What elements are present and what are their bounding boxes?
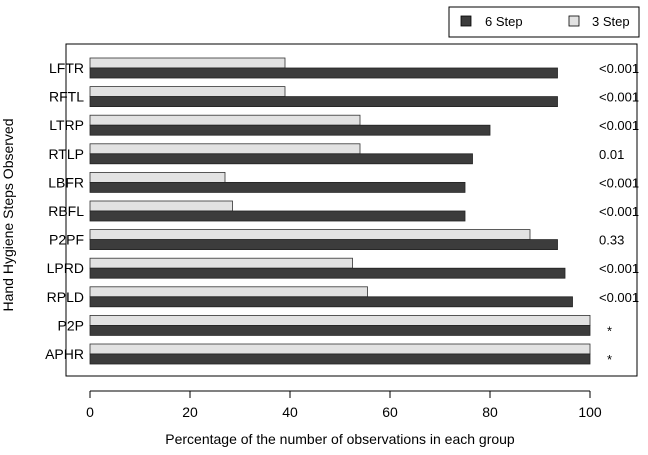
p-value-rbfl: <0.001 (599, 204, 639, 219)
category-labels: LFTR RFTL LTRP RTLP LBFR RBFL P2PF LPRD RPLD P2P A… (45, 60, 84, 362)
bar-6-step-lbfr (89, 181, 466, 193)
legend: 6 Step 3 Step (448, 6, 640, 38)
x-tick-label-60: 60 (382, 404, 398, 420)
bar-6-step-p2p (89, 324, 591, 336)
category-label-ltrp: LTRP (49, 117, 84, 133)
x-axis: 0 20 40 60 80 100 (86, 390, 602, 420)
category-label-aphr: APHR (45, 346, 84, 362)
p-value-ltrp: <0.001 (599, 118, 639, 133)
x-tick-label-40: 40 (282, 404, 298, 420)
bar-3-step-lftr (89, 57, 286, 69)
p-value-labels: <0.001 <0.001 <0.001 0.01 <0.001 <0.001 0.33 <0… (599, 61, 639, 367)
bar-3-step-ltrp (89, 114, 361, 126)
p-value-lprd: <0.001 (599, 261, 639, 276)
category-label-rpld: RPLD (47, 289, 84, 305)
legend-swatch-3-step (568, 15, 580, 27)
category-label-rtlp: RTLP (48, 146, 84, 162)
x-tick-label-100: 100 (578, 404, 602, 420)
p-value-rpld: <0.001 (599, 290, 639, 305)
category-label-p2p: P2P (58, 317, 84, 333)
bar-3-step-rpld (89, 286, 368, 298)
category-label-lbfr: LBFR (48, 174, 84, 190)
legend-label-3-step: 3 Step (592, 14, 630, 29)
p-value-rftl: <0.001 (599, 90, 639, 105)
x-tick-label-80: 80 (482, 404, 498, 420)
plot-frame (65, 43, 638, 377)
bar-6-step-rbfl (89, 210, 466, 222)
bar-6-step-lprd (89, 267, 566, 279)
bar-6-step-rftl (89, 96, 558, 107)
p-value-aphr: * (607, 352, 612, 367)
category-label-rbfl: RBFL (48, 203, 84, 219)
category-label-lprd: LPRD (47, 260, 84, 276)
bar-3-step-rbfl (89, 200, 233, 212)
p-value-lftr: <0.001 (599, 61, 639, 76)
bar-3-step-rtlp (89, 143, 361, 155)
bar-6-step-lftr (89, 67, 558, 79)
y-axis-title: Hand Hygiene Steps Observed (0, 119, 16, 312)
x-tick-label-20: 20 (182, 404, 198, 420)
category-label-p2pf: P2PF (49, 232, 84, 248)
bar-6-step-ltrp (89, 124, 491, 136)
x-axis-title: Percentage of the number of observations… (165, 431, 515, 447)
p-value-p2p: * (607, 323, 612, 338)
bar-3-step-lbfr (89, 171, 226, 183)
bar-6-step-rpld (89, 296, 573, 308)
legend-label-6-step: 6 Step (485, 14, 523, 29)
legend-box (448, 6, 640, 38)
bar-3-step-aphr (89, 343, 591, 355)
bar-6-step-aphr (89, 353, 591, 365)
p-value-p2pf: 0.33 (599, 233, 624, 248)
category-label-rftl: RFTL (49, 89, 84, 105)
bar-6-step-rtlp (89, 153, 473, 165)
bar-3-step-rftl (89, 86, 286, 97)
category-label-lftr: LFTR (49, 60, 84, 76)
bar-3-step-lprd (89, 257, 353, 269)
legend-swatch-6-step (460, 15, 472, 27)
p-value-lbfr: <0.001 (599, 175, 639, 190)
bars (89, 57, 591, 365)
bar-3-step-p2pf (89, 229, 531, 241)
bar-3-step-p2p (89, 314, 591, 326)
x-tick-label-0: 0 (86, 404, 94, 420)
p-value-rtlp: 0.01 (599, 147, 624, 162)
bar-6-step-p2pf (89, 239, 558, 251)
